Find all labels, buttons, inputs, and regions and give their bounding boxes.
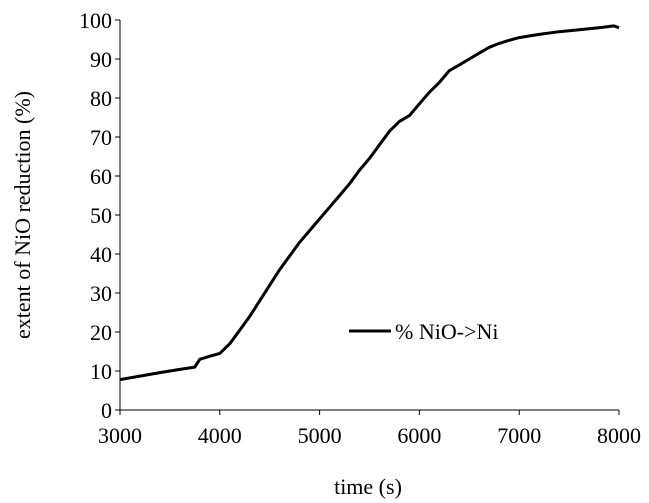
y-tick-label: 10: [90, 359, 112, 384]
legend: % NiO->Ni: [349, 319, 498, 344]
x-tick-label: 5000: [298, 423, 342, 448]
x-axis-ticks: 3000 4000 5000 6000 7000 8000: [98, 410, 641, 448]
plot-area: 3000 4000 5000 6000 7000 8000 0 10 20 30 40 50 60 70…: [79, 8, 641, 448]
y-tick-label: 90: [90, 47, 112, 72]
y-axis-title: extent of NiO reduction (%): [10, 91, 35, 339]
series-line: [119, 24, 620, 382]
y-tick-label: 70: [90, 125, 112, 150]
y-tick-label: 80: [90, 86, 112, 111]
x-tick-label: 6000: [397, 423, 441, 448]
x-tick-label: 3000: [98, 423, 142, 448]
y-tick-label: 60: [90, 164, 112, 189]
x-tick-label: 8000: [597, 423, 641, 448]
x-tick-label: 4000: [198, 423, 242, 448]
series-layer: [119, 24, 620, 382]
y-tick-label: 30: [90, 281, 112, 306]
y-axis-ticks: 0 10 20 30 40 50 60 70 80 90 100: [79, 8, 120, 423]
legend-label: % NiO->Ni: [395, 319, 498, 344]
x-tick-label: 7000: [497, 423, 541, 448]
y-tick-label: 20: [90, 320, 112, 345]
y-tick-label: 50: [90, 203, 112, 228]
y-tick-label: 40: [90, 242, 112, 267]
x-axis-title: time (s): [334, 474, 402, 499]
y-tick-label: 100: [79, 8, 112, 33]
y-tick-label: 0: [101, 398, 112, 423]
